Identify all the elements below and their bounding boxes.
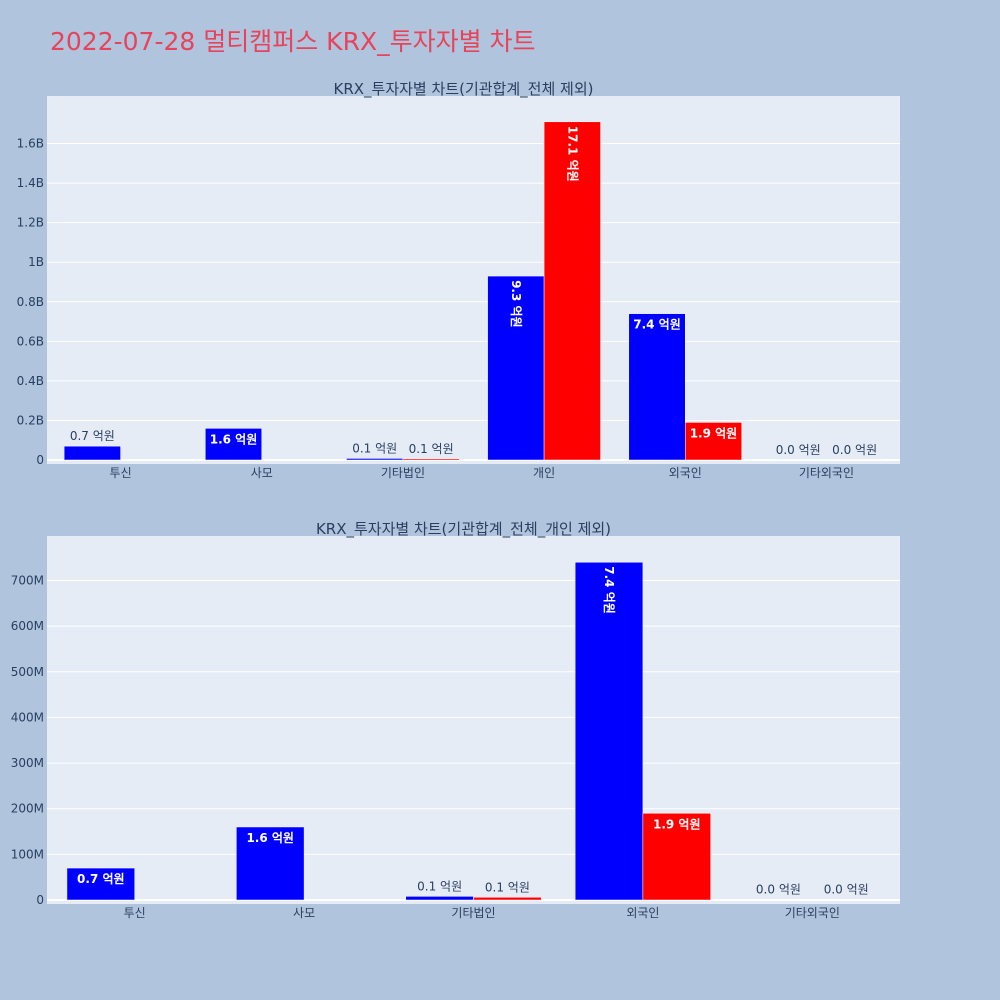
y-tick-label: 0.6B <box>17 334 44 348</box>
bar <box>543 121 601 461</box>
bar <box>642 813 711 901</box>
y-tick-label: 0 <box>36 453 44 467</box>
chart-investor-excluding-institution: KRX_투자자별 차트(기관합계_전체 제외) 0 0.2B 0.4B 0.6B 0.8B… <box>17 80 900 480</box>
bar <box>405 896 474 901</box>
bar <box>63 445 121 461</box>
bar-value-label: 0.1 억원 <box>409 442 454 456</box>
bar-value-label: 9.3 억원 <box>509 280 523 328</box>
x-tick-label: 기타외국인 <box>799 466 854 480</box>
page-title: 2022-07-28 멀티캠퍼스 KRX_투자자별 차트 <box>50 27 536 56</box>
bar-value-label: 17.1 억원 <box>565 126 579 182</box>
bar-value-label: 0.1 억원 <box>485 880 530 894</box>
bar <box>487 275 545 461</box>
bar-value-label: 7.4 억원 <box>633 318 681 332</box>
y-tick-label: 1.2B <box>17 216 44 230</box>
y-tick-label: 0.8B <box>17 295 44 309</box>
bar-value-label: 0.1 억원 <box>352 441 397 455</box>
bar <box>346 458 404 461</box>
bar-value-label: 0.0 억원 <box>832 443 877 457</box>
bar <box>574 562 644 901</box>
x-tick-label: 사모 <box>251 466 273 480</box>
x-tick-label: 기타외국인 <box>785 906 840 920</box>
bar-value-label: 0.1 억원 <box>417 879 462 893</box>
bar-value-label: 1.6 억원 <box>246 831 294 845</box>
bar-value-label: 0.0 억원 <box>776 443 821 457</box>
x-tick-label: 투신 <box>110 466 132 480</box>
bar <box>628 313 686 461</box>
y-tick-label: 600M <box>11 619 44 633</box>
x-tick-label: 기타법인 <box>451 906 495 920</box>
bar-value-label: 1.9 억원 <box>653 817 701 831</box>
y-tick-label: 100M <box>11 847 44 861</box>
bar <box>236 826 305 901</box>
bar-value-label: 0.7 억원 <box>70 429 115 443</box>
bar <box>66 867 135 901</box>
bar <box>205 428 263 461</box>
y-tick-label: 0.2B <box>17 413 44 427</box>
y-tick-label: 300M <box>11 756 44 770</box>
y-tick-label: 400M <box>11 710 44 724</box>
x-tick-label: 외국인 <box>626 906 659 920</box>
y-tick-label: 200M <box>11 802 44 816</box>
x-tick-label: 기타법인 <box>381 466 425 480</box>
y-tick-label: 1B <box>28 255 44 269</box>
y-tick-label: 1.6B <box>17 137 44 151</box>
y-tick-label: 0 <box>36 893 44 907</box>
chart-investor-excluding-institution-individual: KRX_투자자별 차트(기관합계_전체_개인 제외) 0 100M 200M 300M 4… <box>11 520 900 920</box>
bar <box>685 422 742 461</box>
x-tick-label: 투신 <box>124 906 146 920</box>
chart-title: KRX_투자자별 차트(기관합계_전체_개인 제외) <box>316 520 611 539</box>
bar-value-label: 7.4 억원 <box>602 566 616 614</box>
y-tick-label: 1.4B <box>17 176 44 190</box>
bar-value-label: 0.0 억원 <box>756 883 801 897</box>
y-tick-label: 700M <box>11 574 44 588</box>
y-tick-label: 0.4B <box>17 374 44 388</box>
y-tick-label: 500M <box>11 665 44 679</box>
x-tick-label: 사모 <box>293 906 315 920</box>
bar-value-label: 1.6 억원 <box>210 432 258 446</box>
bar-value-label: 0.0 억원 <box>824 883 869 897</box>
plot-area <box>47 96 900 464</box>
x-tick-label: 개인 <box>533 466 555 480</box>
chart-title: KRX_투자자별 차트(기관합계_전체 제외) <box>334 80 594 99</box>
x-tick-label: 외국인 <box>669 466 702 480</box>
bar-value-label: 1.9 억원 <box>690 426 738 440</box>
bar <box>402 458 460 461</box>
plot-area <box>47 536 900 904</box>
bar <box>473 897 542 901</box>
bar-value-label: 0.7 억원 <box>77 872 125 886</box>
